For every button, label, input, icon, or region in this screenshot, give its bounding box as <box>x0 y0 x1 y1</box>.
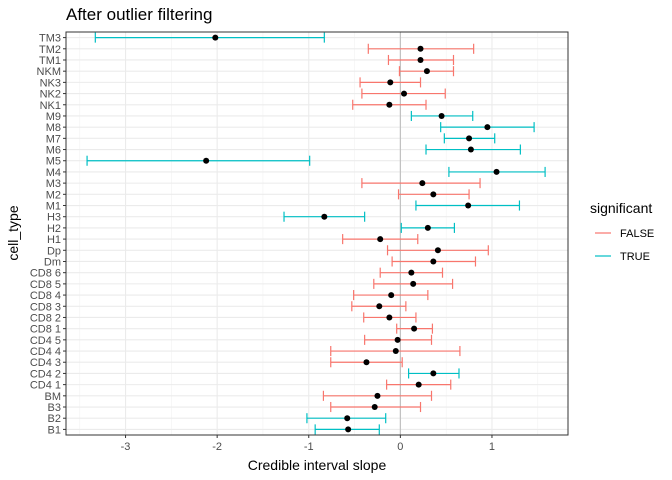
legend: significant FALSE TRUE <box>590 200 654 263</box>
estimate-point <box>386 314 393 321</box>
legend-items: FALSE TRUE <box>595 228 654 263</box>
plot-panel <box>65 31 569 436</box>
estimate-point <box>411 325 418 332</box>
y-tick-label: M5 <box>46 156 61 168</box>
estimate-point <box>419 180 426 187</box>
estimate-point <box>344 415 351 422</box>
y-tick-label: M6 <box>46 145 61 157</box>
y-tick-label: B2 <box>48 413 61 425</box>
errorbar <box>86 155 311 166</box>
panel-border <box>65 31 569 436</box>
estimate-point <box>417 56 424 63</box>
x-tick-label: -1 <box>304 441 314 453</box>
estimate-point <box>387 79 394 86</box>
y-tick-label: TM1 <box>39 55 61 67</box>
y-tick-label: TM3 <box>39 33 61 45</box>
estimate-point <box>374 392 381 399</box>
y-tick-label: M2 <box>46 189 61 201</box>
y-tick-label: NK3 <box>40 77 61 89</box>
estimate-point <box>465 202 472 209</box>
y-tick-label: Dm <box>44 256 61 268</box>
y-tick-label: M8 <box>46 122 61 134</box>
estimate-point <box>377 236 384 243</box>
legend-title: significant <box>590 200 652 216</box>
y-tick-label: CD4 2 <box>30 368 61 380</box>
x-axis-title: Credible interval slope <box>248 457 387 473</box>
y-tick-label: CD4 5 <box>30 335 61 347</box>
estimate-point <box>430 258 437 265</box>
estimate-point <box>371 404 378 411</box>
x-tick-label: 1 <box>489 441 495 453</box>
estimate-point <box>438 112 445 119</box>
y-tick-label: CD8 6 <box>30 268 61 280</box>
y-tick-label: CD8 5 <box>30 279 61 291</box>
panel-background <box>66 32 568 435</box>
y-tick-label: H2 <box>47 223 61 235</box>
estimate-point <box>203 157 210 164</box>
x-tick-label: 0 <box>397 441 403 453</box>
y-tick-label: NK1 <box>40 100 61 112</box>
estimate-point <box>386 101 393 108</box>
estimate-point <box>408 269 415 276</box>
estimate-points <box>203 34 500 433</box>
y-tick-label: M3 <box>46 178 61 190</box>
x-axis: -3 -2 -1 0 1 <box>121 435 495 453</box>
estimate-point <box>424 224 431 231</box>
legend-entry: TRUE <box>595 251 650 263</box>
minor-gridlines <box>79 32 539 435</box>
y-tick-label: CD8 2 <box>30 312 61 324</box>
legend-label: TRUE <box>620 251 650 263</box>
estimate-point <box>466 135 473 142</box>
y-tick-label: H3 <box>47 212 61 224</box>
y-tick-label: TM2 <box>39 44 61 56</box>
y-tick-label: Dp <box>47 245 61 257</box>
x-tick-label: -3 <box>121 441 131 453</box>
estimate-point <box>430 370 437 377</box>
y-tick-label: M7 <box>46 133 61 145</box>
estimate-point <box>434 247 441 254</box>
y-tick-label: CD4 1 <box>30 380 61 392</box>
estimate-point <box>493 168 500 175</box>
y-tick-label: NKM <box>37 66 61 78</box>
y-tick-label: M4 <box>46 167 61 179</box>
y-tick-label: B1 <box>48 424 61 436</box>
y-tick-label: CD8 4 <box>30 290 61 302</box>
estimate-point <box>467 146 474 153</box>
estimate-point <box>410 280 417 287</box>
chart-title: After outlier filtering <box>66 5 212 24</box>
estimate-point <box>392 348 399 355</box>
estimate-point <box>484 124 491 131</box>
y-tick-label: M9 <box>46 111 61 123</box>
estimate-point <box>388 292 395 299</box>
estimate-point <box>345 426 352 433</box>
estimate-point <box>401 90 408 97</box>
y-tick-label: CD8 1 <box>30 324 61 336</box>
estimate-point <box>417 45 424 52</box>
estimate-point <box>363 359 370 366</box>
y-tick-label: CD4 4 <box>30 346 61 358</box>
legend-entry: FALSE <box>595 228 654 240</box>
legend-label: FALSE <box>620 228 654 240</box>
y-tick-label: B3 <box>48 402 61 414</box>
x-tick-label: -2 <box>212 441 222 453</box>
y-tick-label: CD4 3 <box>30 357 61 369</box>
estimate-point <box>212 34 219 41</box>
y-tick-label: NK2 <box>40 89 61 101</box>
estimate-point <box>321 213 328 220</box>
errorbar <box>94 32 325 43</box>
y-tick-label: M1 <box>46 201 61 213</box>
y-tick-label: CD8 3 <box>30 301 61 313</box>
y-axis-title: cell_type <box>5 205 21 260</box>
estimate-point <box>423 68 430 75</box>
estimate-point <box>415 381 422 388</box>
estimate-point <box>430 191 437 198</box>
estimate-point <box>394 336 401 343</box>
y-tick-label: H1 <box>47 234 61 246</box>
estimate-point <box>376 303 383 310</box>
y-tick-label: BM <box>45 391 62 403</box>
